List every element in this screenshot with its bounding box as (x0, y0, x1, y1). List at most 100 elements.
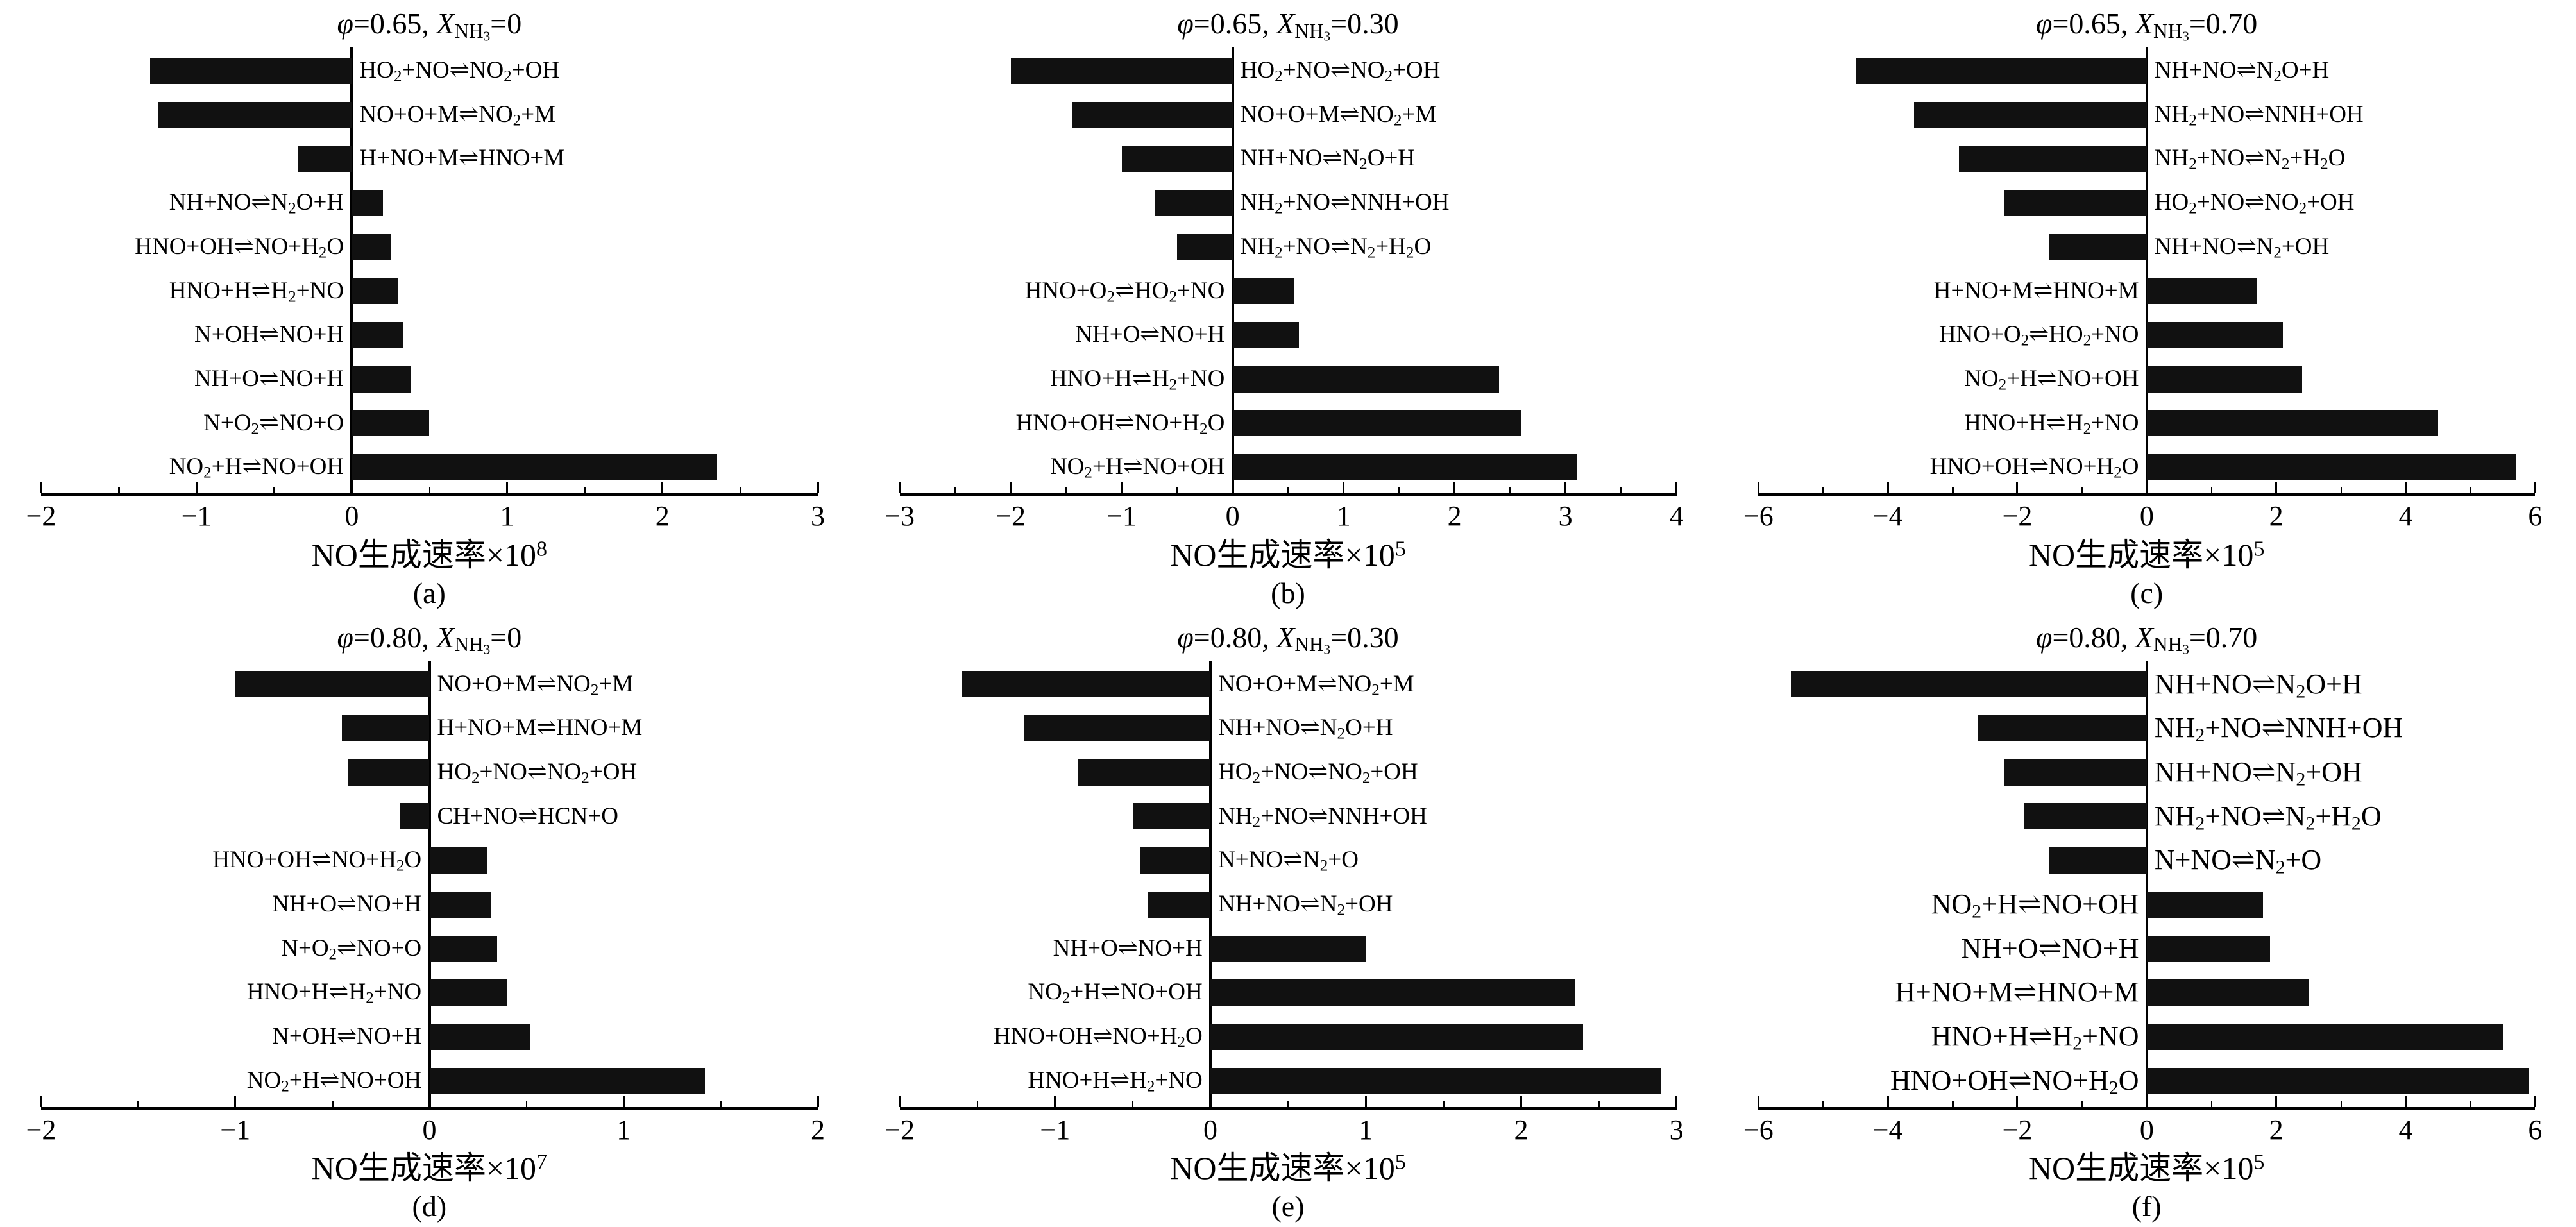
reaction-label: NH+NO⇌N2+OH (1218, 891, 1393, 919)
major-tick (622, 1095, 625, 1107)
reaction-bar (1232, 454, 1577, 481)
reaction-bar (2146, 1023, 2503, 1050)
minor-tick (1509, 487, 1511, 493)
chart-title: φ=0.65, XNH3=0 (337, 7, 522, 44)
reaction-bar (149, 57, 352, 84)
reaction-bar (157, 101, 352, 128)
reaction-label: NH+NO⇌N2O+H (169, 189, 344, 217)
major-tick (1886, 482, 1889, 493)
reaction-bar (2146, 979, 2309, 1006)
chart-title: φ=0.65, XNH3=0.70 (2036, 7, 2258, 44)
major-tick (1520, 1095, 1522, 1107)
reaction-label: N+O2⇌NO+O (281, 935, 422, 963)
major-tick (195, 482, 198, 493)
reaction-bar (962, 671, 1211, 698)
reaction-label: HNO+H⇌H2+NO (1049, 365, 1225, 394)
reaction-label: NO2+H⇌NO+OH (1028, 979, 1203, 1007)
reaction-bar (2146, 1067, 2529, 1094)
major-tick (1675, 1095, 1678, 1107)
reaction-label: HNO+O2⇌HO2+NO (1024, 277, 1225, 306)
minor-tick (1287, 487, 1289, 493)
reaction-label: HNO+H⇌H2+NO (1931, 1020, 2139, 1054)
reaction-bar (1232, 278, 1294, 305)
tick-label: 0 (1203, 1113, 1218, 1146)
tick-label: −2 (26, 1113, 56, 1146)
reaction-label: NH+NO⇌N2+OH (2154, 756, 2362, 790)
major-tick (1054, 1095, 1056, 1107)
reaction-bar (1177, 233, 1233, 260)
reaction-bar (2024, 803, 2147, 830)
x-axis-line (41, 1106, 818, 1110)
reaction-bar (2146, 454, 2516, 481)
minor-tick (137, 1100, 139, 1107)
reaction-label: NH2+NO⇌N2+H2O (2154, 800, 2382, 834)
reaction-label: HNO+H⇌H2+NO (246, 979, 422, 1007)
major-tick (1564, 482, 1567, 493)
plot-area: −2 −1 0 1 2 3 HO2+NO⇌NO2+OH NO+O+M⇌NO2+M H+NO+M⇌… (26, 45, 825, 536)
minor-tick (1822, 487, 1824, 493)
minor-tick (1398, 487, 1400, 493)
reaction-label: HNO+OH⇌NO+H2O (1929, 453, 2139, 482)
minor-tick (1131, 1100, 1134, 1107)
chart-title: φ=0.65, XNH3=0.30 (1177, 7, 1399, 44)
tick-label: 0 (344, 500, 359, 532)
reaction-label: H+NO+M⇌HNO+M (1933, 277, 2139, 304)
tick-label: 4 (1669, 500, 1684, 532)
reaction-label: NH+O⇌NO+H (1053, 935, 1203, 961)
minor-tick (118, 487, 120, 493)
reaction-label: NO2+H⇌NO+OH (1931, 888, 2139, 922)
reaction-label: NH+NO⇌N2O+H (1218, 715, 1393, 743)
panel-letter: (c) (2130, 576, 2164, 609)
reaction-label: NH2+NO⇌NNH+OH (2154, 712, 2403, 746)
reaction-label: HNO+H⇌H2+NO (169, 277, 344, 306)
reaction-bar (2146, 935, 2270, 962)
reaction-label: N+O2⇌NO+O (203, 409, 344, 438)
reaction-label: HO2+NO⇌NO2+OH (359, 57, 560, 85)
tick-label: 3 (1669, 1113, 1684, 1146)
reaction-bar (429, 847, 488, 874)
x-axis-label: NO生成速率×105 (2028, 1150, 2265, 1186)
minor-tick (1952, 487, 1954, 493)
reaction-bar (429, 979, 507, 1006)
tick-label: 6 (2528, 500, 2543, 532)
major-tick (661, 482, 664, 493)
reaction-bar (352, 454, 717, 481)
minor-tick (2470, 487, 2471, 493)
minor-tick (954, 487, 956, 493)
reaction-bar (352, 410, 430, 437)
reaction-label: NH+NO⇌N2+OH (2154, 233, 2330, 262)
chart-panel-b: φ=0.65, XNH3=0.30 −3 −2 −1 0 1 2 3 4 HO2+NO⇌NO2+… (859, 0, 1718, 614)
zero-line (1209, 661, 1212, 1107)
reaction-label: HNO+OH⇌NO+H2O (993, 1023, 1203, 1051)
major-tick (1010, 482, 1012, 493)
minor-tick (525, 1100, 528, 1107)
reaction-bar (1210, 935, 1366, 962)
tick-label: 1 (1359, 1113, 1373, 1146)
x-axis-label: NO生成速率×108 (311, 536, 548, 573)
reaction-label: HNO+OH⇌NO+H2O (212, 847, 422, 875)
tick-label: −2 (2002, 500, 2033, 532)
reaction-bar (2146, 891, 2264, 918)
tick-label: 1 (500, 500, 514, 532)
reaction-label: N+NO⇌N2+O (1218, 847, 1359, 875)
major-tick (1343, 482, 1345, 493)
reaction-bar (342, 715, 430, 742)
major-tick (2016, 1095, 2019, 1107)
tick-label: −6 (1743, 500, 1774, 532)
reaction-bar (1210, 979, 1576, 1006)
plot-area: −3 −2 −1 0 1 2 3 4 HO2+NO⇌NO2+OH NO+O+M⇌NO2+M NH+N… (885, 45, 1684, 536)
major-tick (40, 482, 42, 493)
reaction-label: NH+O⇌NO+H (1961, 932, 2139, 964)
reaction-bar (1024, 715, 1211, 742)
reaction-label: HO2+NO⇌NO2+OH (2154, 189, 2355, 217)
major-tick (2275, 1095, 2278, 1107)
reaction-bar (1232, 410, 1521, 437)
minor-tick (1620, 487, 1622, 493)
reaction-bar (2049, 233, 2147, 260)
reaction-label: H+NO+M⇌HNO+M (1895, 976, 2139, 1008)
reaction-bar (1155, 189, 1233, 216)
tick-label: −6 (1743, 1113, 1774, 1146)
major-tick (1675, 482, 1678, 493)
reaction-label: NO2+H⇌NO+OH (1964, 365, 2139, 394)
reaction-label: NH2+NO⇌NNH+OH (2154, 101, 2364, 130)
